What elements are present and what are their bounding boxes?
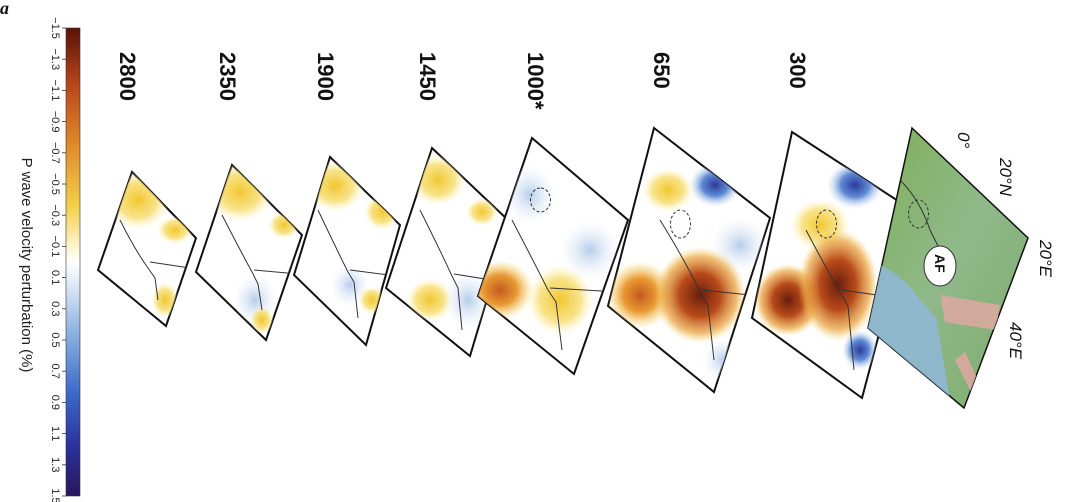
af-region-label: AF: [932, 254, 948, 273]
colorbar-ticks: −1.5 −1.3 −1.1 −0.9 −0.7 −0.5 −0.3 −0.1 0.1 0.3 0.…: [49, 17, 66, 502]
depth-slices: [96, 126, 1029, 410]
depth-label: 1450: [415, 52, 440, 101]
colorbar-tick-label: −0.5: [49, 173, 61, 195]
depth-slice-2800: [96, 170, 198, 328]
colorbar-tick-label: 1.3: [49, 457, 61, 472]
colorbar-tick-label: −0.3: [49, 204, 61, 226]
depth-label: 1900: [313, 52, 338, 101]
depth-label: 300: [785, 52, 810, 89]
colorbar-title: P wave velocity perturbation (%): [18, 158, 35, 373]
lat-20n-label: 20°N: [996, 157, 1015, 197]
depth-slice-1900: [292, 155, 402, 347]
base-topography-map: [867, 126, 1029, 410]
depth-slice-650: [606, 126, 772, 394]
colorbar-tick-label: −0.1: [49, 236, 61, 258]
depth-slice-1000: [476, 136, 630, 376]
colorbar-tick-label: −1.1: [49, 80, 61, 102]
depth-slice-1450: [384, 146, 512, 358]
lon-20e-label: 20°E: [1036, 239, 1055, 278]
base-map-labels: 0° 20°N 20°E 40°E AF: [932, 132, 1055, 360]
colorbar-tick-label: 0.9: [49, 395, 61, 410]
colorbar-tick-label: 0.1: [49, 270, 61, 285]
colorbar-tick-label: 0.7: [49, 364, 61, 379]
colorbar: −1.5 −1.3 −1.1 −0.9 −0.7 −0.5 −0.3 −0.1 0.1 0.3 0.…: [18, 17, 81, 502]
colorbar-tick-label: 1.1: [49, 426, 61, 441]
depth-label: 2800: [115, 52, 140, 101]
lat-0-label: 0°: [954, 132, 973, 148]
depth-labels: 2800 2350 1900 1450 1000* 650 300: [115, 52, 810, 110]
colorbar-tick-label: −0.7: [49, 142, 61, 164]
colorbar-tick-label: 0.3: [49, 301, 61, 316]
depth-slice-2350: [194, 163, 304, 342]
colorbar-tick-label: −1.5: [49, 17, 61, 39]
colorbar-tick-label: −0.9: [49, 111, 61, 133]
colorbar-tick-label: 0.5: [49, 332, 61, 347]
af-marker: [923, 245, 957, 287]
depth-label: 650: [649, 52, 674, 89]
depth-label: 2350: [215, 52, 240, 101]
colorbar-ramp: [65, 27, 81, 497]
depth-label: 1000*: [523, 52, 548, 110]
panel-letter: a: [0, 0, 9, 18]
lon-40e-label: 40°E: [1006, 322, 1025, 360]
colorbar-tick-label: 1.5: [49, 488, 61, 502]
colorbar-tick-label: −1.3: [49, 48, 61, 70]
